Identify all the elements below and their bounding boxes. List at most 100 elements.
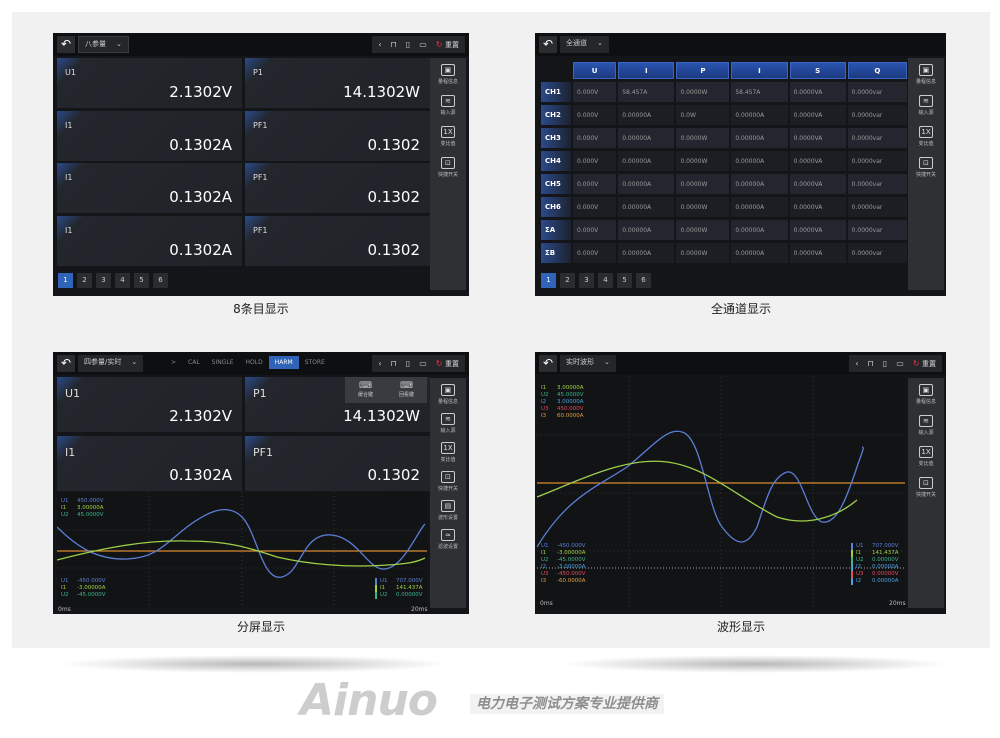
sidebar-item[interactable]: ≈ 滤波设置: [438, 529, 458, 550]
channel-name: U2: [856, 557, 864, 563]
popup-item[interactable]: ⌨ 回看键: [399, 381, 414, 399]
measurement-card[interactable]: PF1 0.1302: [245, 111, 430, 161]
mode-hold[interactable]: HOLD: [245, 359, 263, 366]
channel-label[interactable]: CH2: [541, 105, 571, 125]
chevron-left-icon[interactable]: ‹: [855, 359, 859, 368]
column-header-p[interactable]: P: [676, 62, 730, 79]
page-button[interactable]: 5: [134, 273, 149, 288]
page-button[interactable]: 6: [153, 273, 168, 288]
page-button[interactable]: 4: [115, 273, 130, 288]
lock-icon[interactable]: ⊓: [390, 40, 397, 49]
sidebar-item[interactable]: ⊡ 快捷开关: [438, 157, 458, 178]
sidebar-item[interactable]: 1X 变比值: [918, 126, 934, 147]
sidebar-item[interactable]: ▣ 量程信息: [438, 384, 458, 405]
back-button[interactable]: ↶: [57, 36, 75, 53]
lock-icon[interactable]: ⊓: [390, 359, 397, 368]
column-header-u[interactable]: U: [573, 62, 617, 79]
popup-item[interactable]: ⌨ 缓合键: [358, 381, 373, 399]
channel-value: 450.000V: [557, 406, 584, 412]
readout-row: I2 0.00000A: [851, 578, 899, 585]
monitor-icon[interactable]: ▭: [419, 40, 427, 49]
measurement-card[interactable]: I1 0.1302A: [57, 111, 242, 161]
page-button[interactable]: 1: [58, 273, 73, 288]
sidebar-item[interactable]: 1X 变比值: [440, 442, 456, 463]
card-label: U1: [65, 68, 76, 77]
column-header-s[interactable]: S: [789, 62, 846, 79]
reset-button[interactable]: ↻ 重置: [436, 359, 459, 369]
sidebar-item[interactable]: ≋ 输入源: [440, 413, 456, 434]
page-button[interactable]: 2: [560, 273, 575, 288]
measurement-card[interactable]: U1 2.1302V: [57, 58, 242, 108]
usb-icon[interactable]: ▯: [405, 40, 411, 49]
view-select[interactable]: 全通道 ⌄: [560, 36, 609, 53]
sidebar-item[interactable]: ▤ 波形设置: [438, 500, 458, 521]
mode-harm[interactable]: HARM: [268, 356, 299, 369]
page-button[interactable]: 5: [617, 273, 632, 288]
view-select[interactable]: 八参量 ⌄: [78, 36, 129, 53]
monitor-icon[interactable]: ▭: [419, 359, 427, 368]
sidebar-item[interactable]: ⊡ 快捷开关: [916, 477, 936, 498]
usb-icon[interactable]: ▯: [882, 359, 888, 368]
sidebar-item[interactable]: ⊡ 快捷开关: [916, 157, 936, 178]
sidebar-item[interactable]: 1X 变比值: [918, 446, 934, 467]
sidebar-item[interactable]: ▣ 量程信息: [916, 384, 936, 405]
channel-name: I2: [856, 578, 862, 584]
measurement-card[interactable]: I1 0.1302A: [57, 163, 242, 213]
table-cell: 0.00000A: [731, 174, 788, 194]
page-button[interactable]: 3: [579, 273, 594, 288]
channel-name: I2: [541, 564, 547, 570]
measurement-card[interactable]: PF1 0.1302: [245, 216, 430, 266]
measurement-card[interactable]: P1 14.1302W: [245, 58, 430, 108]
sidebar-item[interactable]: ≋ 输入源: [440, 95, 456, 116]
channel-label[interactable]: CH3: [541, 128, 571, 148]
sidebar-item[interactable]: ≋ 输入源: [918, 95, 934, 116]
channel-label[interactable]: ΣA: [541, 220, 571, 240]
view-select[interactable]: 四参量/实时 ⌄: [78, 355, 144, 372]
reset-button[interactable]: ↻ 重置: [436, 40, 459, 50]
reset-button[interactable]: ↻ 重置: [913, 359, 936, 369]
mode-store[interactable]: STORE: [304, 359, 325, 366]
channel-label[interactable]: CH6: [541, 197, 571, 217]
card-value: 0.1302A: [169, 466, 232, 484]
table-cell: 0.0000VA: [789, 151, 846, 171]
channel-label[interactable]: ΣB: [541, 243, 571, 263]
nav-arrow[interactable]: >: [171, 359, 177, 366]
sidebar-item[interactable]: ≋ 输入源: [918, 415, 934, 436]
back-button[interactable]: ↶: [57, 355, 75, 372]
column-header-q[interactable]: Q: [847, 62, 907, 79]
sidebar-item-label: 波形设置: [437, 515, 458, 521]
usb-icon[interactable]: ▯: [405, 359, 411, 368]
channel-value: -45.0000V: [77, 592, 106, 598]
channel-label[interactable]: CH4: [541, 151, 571, 171]
back-button[interactable]: ↶: [539, 355, 557, 372]
mode-single[interactable]: SINGLE: [211, 359, 234, 366]
measurement-card[interactable]: PF1 0.1302: [245, 436, 430, 491]
page-button[interactable]: 2: [77, 273, 92, 288]
chevron-left-icon[interactable]: ‹: [378, 40, 382, 49]
measurement-card[interactable]: PF1 0.1302: [245, 163, 430, 213]
measurement-card[interactable]: I1 0.1302A: [57, 216, 242, 266]
column-header-i[interactable]: I: [618, 62, 675, 79]
channel-label[interactable]: CH5: [541, 174, 571, 194]
lock-icon[interactable]: ⊓: [867, 359, 874, 368]
monitor-icon[interactable]: ▭: [896, 359, 904, 368]
page-button[interactable]: 6: [636, 273, 651, 288]
sidebar-item[interactable]: ⊡ 快捷开关: [438, 471, 458, 492]
page-button[interactable]: 3: [96, 273, 111, 288]
channel-table: U I P I S Q CH1 0.000V 58.457A 0.0000W 58.457A 0.00…: [539, 59, 909, 266]
measurement-card[interactable]: U1 2.1302V: [57, 377, 242, 432]
page-button[interactable]: 4: [598, 273, 613, 288]
back-button[interactable]: ↶: [539, 36, 557, 53]
readout-row: U1 -450.000V: [61, 578, 106, 585]
mode-cal[interactable]: CAL: [188, 359, 200, 366]
page-button[interactable]: 1: [541, 273, 556, 288]
sidebar-item[interactable]: ▣ 量程信息: [438, 64, 458, 85]
sidebar-item[interactable]: 1X 变比值: [440, 126, 456, 147]
measurement-card[interactable]: I1 0.1302A: [57, 436, 242, 491]
sidebar-item[interactable]: ▣ 量程信息: [916, 64, 936, 85]
column-header-i[interactable]: I: [731, 62, 788, 79]
table-row: CH6 0.000V 0.00000A 0.0000W 0.00000A 0.0000VA…: [541, 197, 907, 217]
view-select[interactable]: 实时波形 ⌄: [560, 355, 616, 372]
chevron-left-icon[interactable]: ‹: [378, 359, 382, 368]
channel-label[interactable]: CH1: [541, 82, 571, 102]
